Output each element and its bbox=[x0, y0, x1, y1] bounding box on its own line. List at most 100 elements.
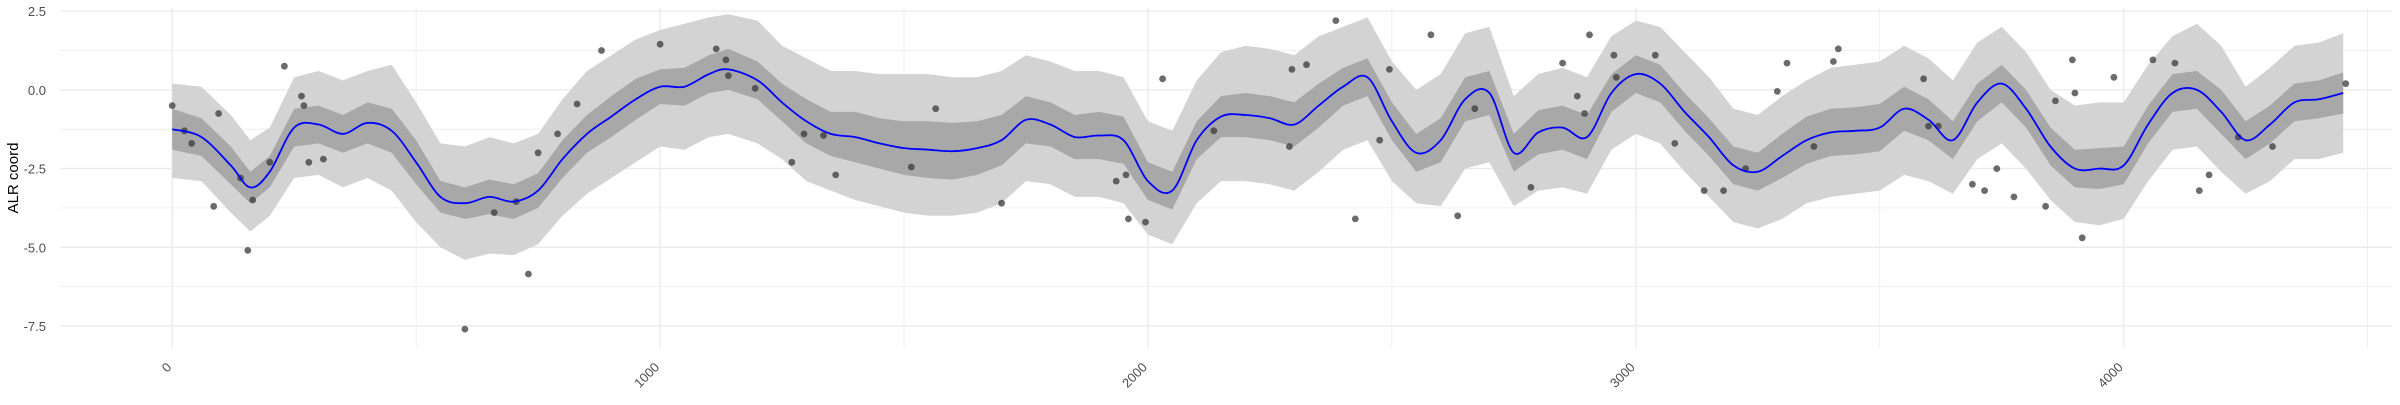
data-point bbox=[2205, 171, 2213, 179]
data-point bbox=[573, 100, 581, 108]
data-point bbox=[490, 209, 498, 217]
data-point bbox=[800, 130, 808, 138]
data-point bbox=[1920, 75, 1927, 83]
data-point bbox=[2052, 97, 2059, 105]
data-point bbox=[1834, 45, 1842, 53]
x-tick-label: 2000 bbox=[1119, 360, 1150, 391]
data-point bbox=[1830, 58, 1837, 65]
data-point bbox=[1610, 51, 1618, 59]
data-point bbox=[1142, 218, 1149, 226]
x-tick-label: 0 bbox=[159, 360, 175, 376]
data-point bbox=[1559, 59, 1566, 67]
data-point bbox=[1783, 59, 1791, 67]
data-point bbox=[725, 72, 732, 80]
data-point bbox=[751, 84, 759, 92]
x-tick-label: 3000 bbox=[1607, 360, 1638, 391]
data-point bbox=[2042, 202, 2049, 210]
x-tick-label: 1000 bbox=[631, 360, 662, 391]
data-point bbox=[168, 102, 176, 109]
data-point bbox=[2110, 73, 2118, 81]
data-point bbox=[1286, 143, 1293, 150]
data-point bbox=[932, 105, 940, 113]
data-point bbox=[1810, 143, 1818, 150]
data-point bbox=[320, 155, 327, 163]
y-tick-label: -2.5 bbox=[24, 162, 46, 177]
data-point bbox=[298, 92, 305, 100]
data-point bbox=[1773, 88, 1781, 95]
data-point bbox=[305, 158, 313, 166]
data-point bbox=[461, 325, 469, 333]
data-point bbox=[820, 132, 827, 139]
data-point bbox=[1925, 122, 1932, 130]
y-axis-ticks: 2.5 0.0 -2.5 -5.0 -7.5 bbox=[24, 4, 46, 334]
data-point bbox=[2071, 89, 2079, 97]
y-axis-title: ALR coord bbox=[5, 143, 22, 214]
data-point bbox=[1981, 187, 1988, 195]
data-point bbox=[656, 40, 664, 48]
data-point bbox=[1332, 17, 1340, 24]
data-point bbox=[266, 158, 274, 166]
y-tick-label: 0.0 bbox=[28, 83, 46, 98]
data-point bbox=[1720, 187, 1727, 195]
data-point bbox=[1581, 110, 1588, 117]
data-point bbox=[1122, 171, 1130, 179]
data-point bbox=[1471, 105, 1479, 113]
x-tick-label: 4000 bbox=[2095, 360, 2126, 391]
data-point bbox=[1586, 31, 1593, 39]
data-point bbox=[1993, 165, 2001, 173]
data-point bbox=[300, 102, 308, 109]
data-point bbox=[1969, 180, 1976, 188]
inner-confidence-band bbox=[172, 48, 2344, 219]
observed-points bbox=[168, 17, 2350, 333]
mean-line bbox=[171, 68, 2344, 205]
data-point bbox=[907, 163, 915, 171]
data-point bbox=[1671, 140, 1679, 147]
data-point bbox=[598, 47, 605, 54]
data-point bbox=[998, 199, 1005, 207]
data-point bbox=[1376, 136, 1384, 144]
data-point bbox=[1112, 177, 1120, 185]
data-point bbox=[2149, 56, 2157, 64]
data-point bbox=[1527, 184, 1535, 191]
data-point bbox=[525, 270, 532, 278]
data-point bbox=[244, 247, 252, 254]
data-point bbox=[2078, 234, 2086, 242]
data-point bbox=[1612, 73, 1620, 81]
data-point bbox=[2171, 59, 2179, 67]
data-point bbox=[1125, 215, 1132, 223]
data-point bbox=[281, 62, 288, 70]
data-point bbox=[788, 158, 796, 166]
data-point bbox=[1573, 92, 1581, 100]
data-point bbox=[210, 202, 218, 210]
data-point bbox=[2069, 56, 2076, 64]
mean-line-layer bbox=[171, 68, 2344, 205]
data-point bbox=[722, 56, 730, 64]
data-point bbox=[832, 171, 840, 179]
data-point bbox=[1303, 61, 1310, 69]
data-point bbox=[1159, 75, 1166, 83]
data-point bbox=[1210, 127, 1218, 135]
data-point bbox=[534, 149, 542, 157]
data-point bbox=[2010, 193, 2018, 201]
data-point bbox=[2342, 80, 2350, 87]
data-point bbox=[2195, 187, 2203, 195]
data-point bbox=[1700, 187, 1708, 195]
data-point bbox=[215, 110, 223, 117]
data-point bbox=[249, 196, 257, 204]
data-point bbox=[712, 45, 720, 53]
data-point bbox=[554, 130, 561, 138]
y-tick-label: -5.0 bbox=[24, 240, 46, 255]
data-point bbox=[1454, 212, 1462, 220]
data-point bbox=[1651, 51, 1659, 59]
y-tick-label: -7.5 bbox=[24, 319, 46, 334]
data-point bbox=[188, 140, 196, 147]
data-point bbox=[1427, 31, 1435, 39]
data-point bbox=[1386, 66, 1393, 73]
y-tick-label: 2.5 bbox=[28, 4, 46, 19]
data-point bbox=[1351, 215, 1359, 223]
data-point bbox=[2269, 143, 2276, 150]
data-point bbox=[1288, 66, 1296, 73]
confidence-bands bbox=[172, 14, 2344, 260]
